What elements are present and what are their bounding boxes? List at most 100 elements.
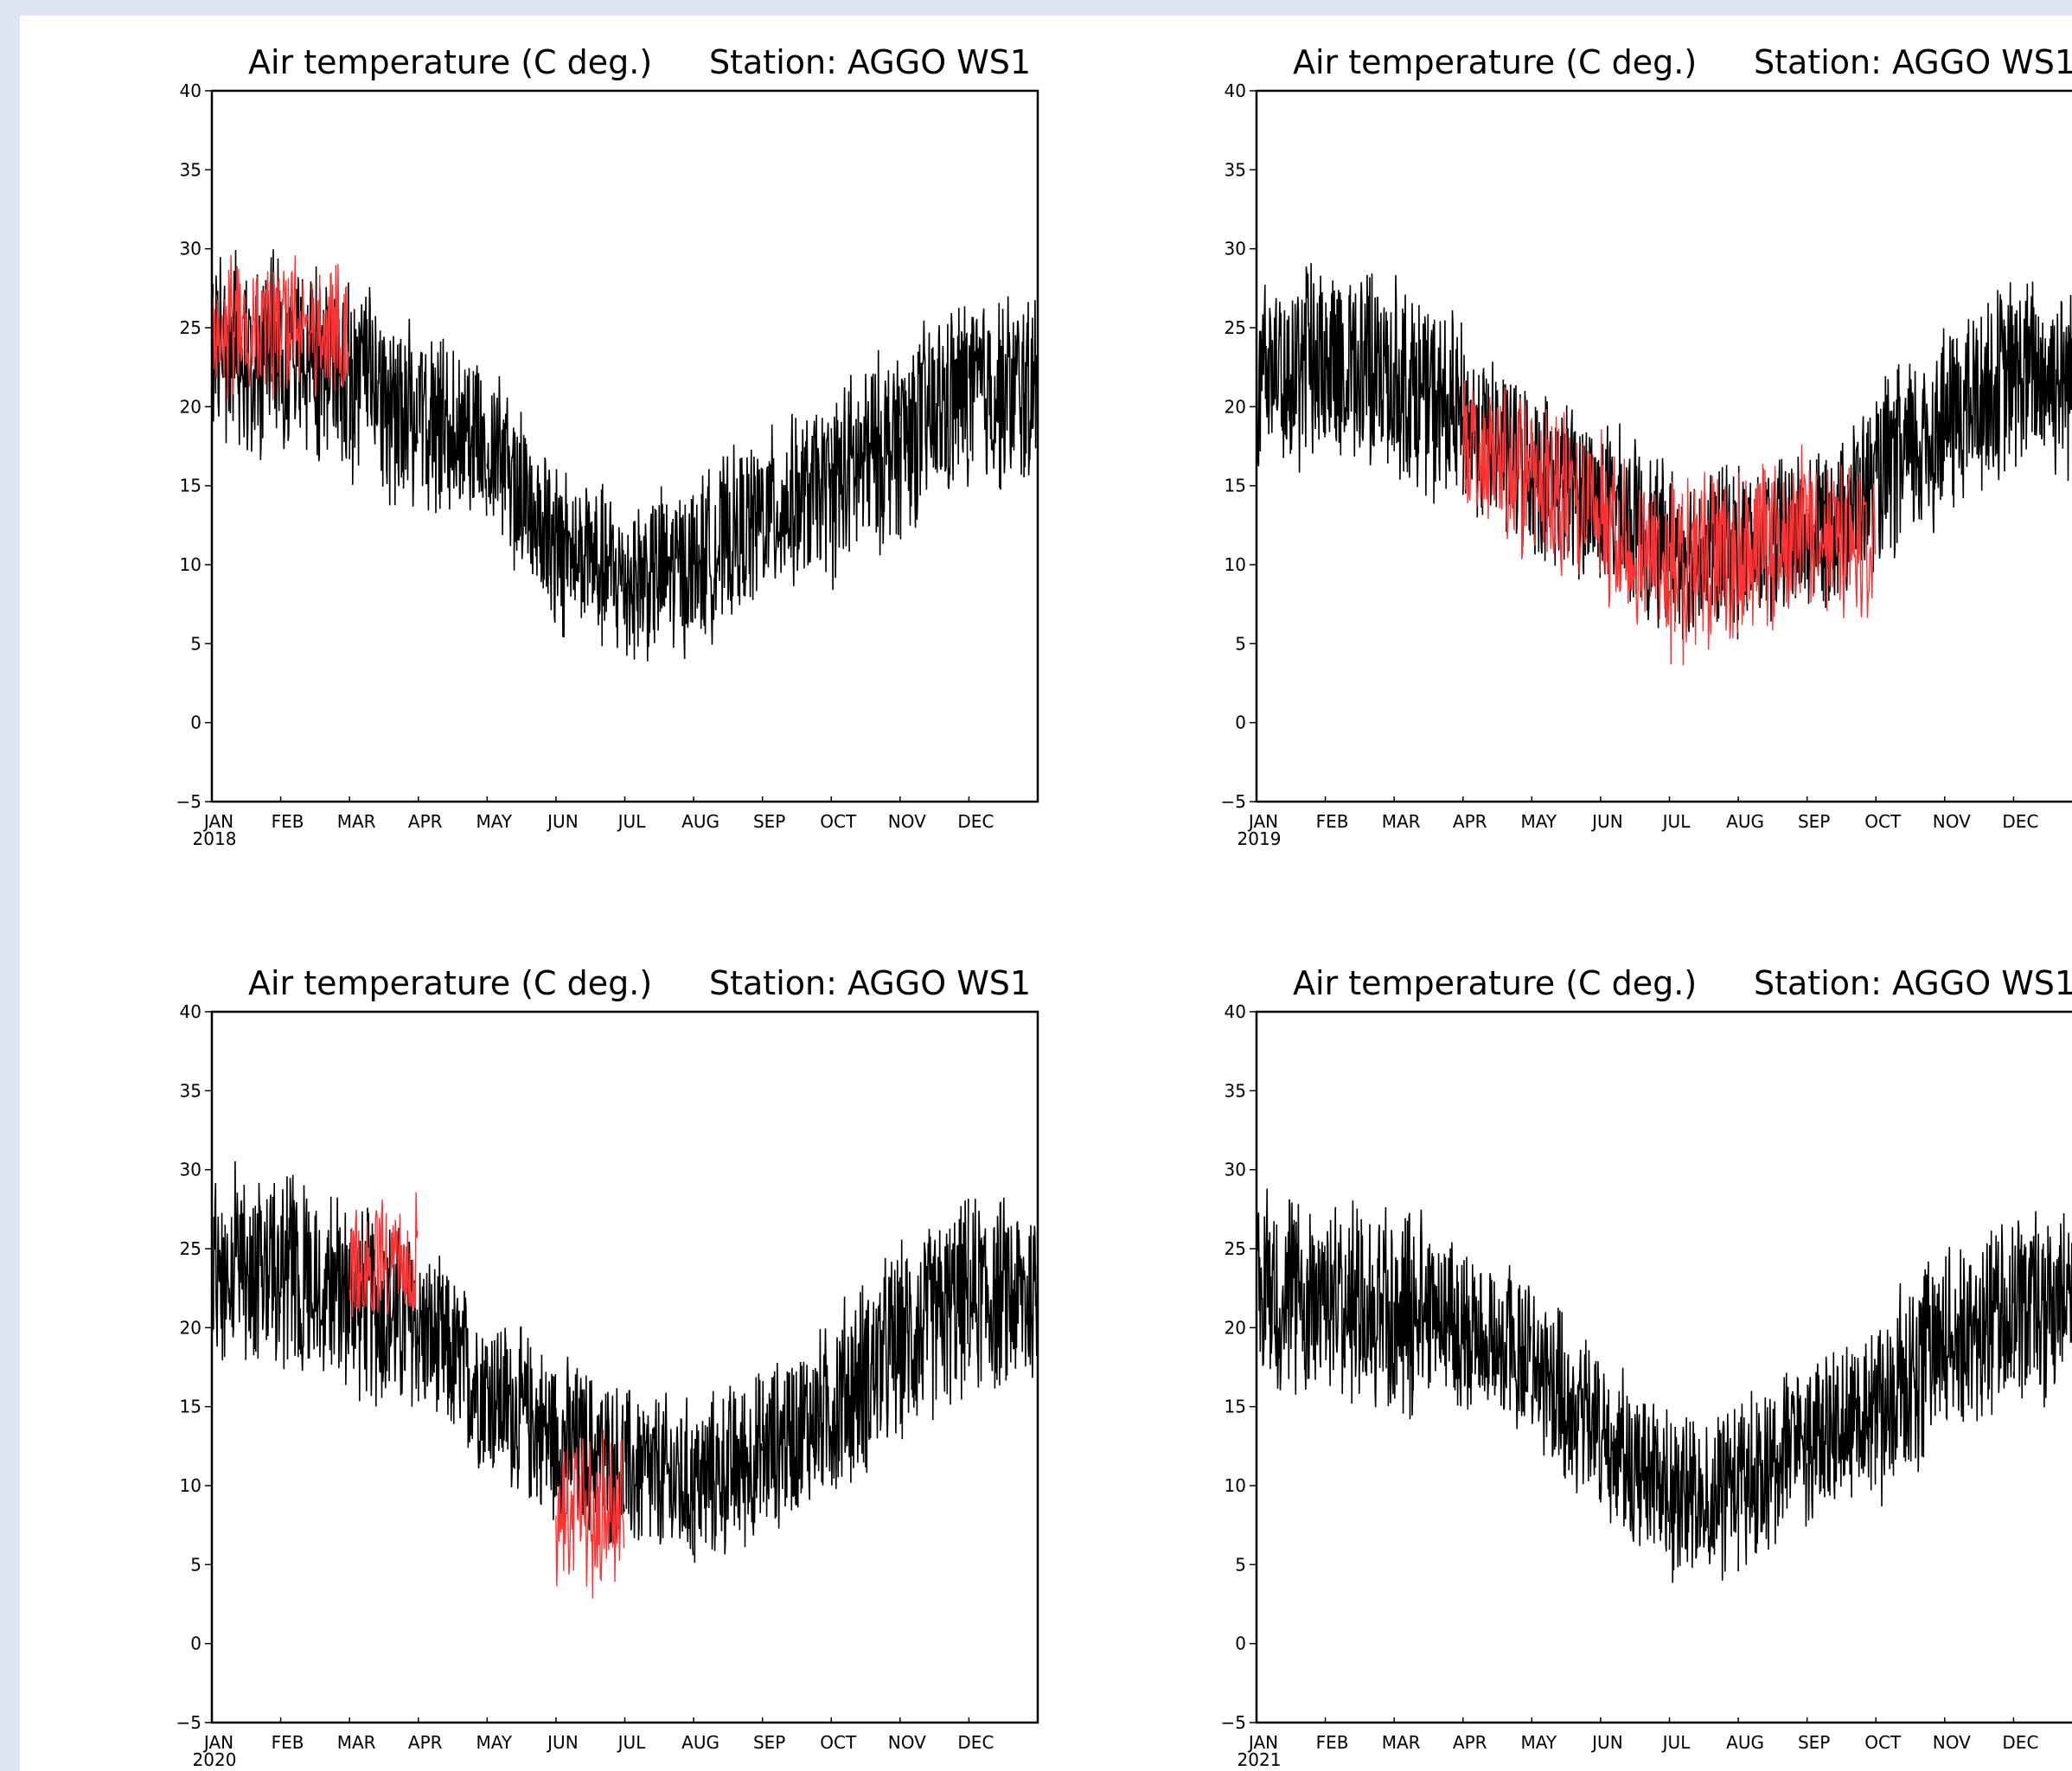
y-tick-label: 5 [190, 1554, 201, 1575]
station-label: Station: AGGO WS1 [709, 964, 1031, 1002]
plot-frame [1255, 1010, 2072, 1724]
trace-segment-sep [1807, 465, 1877, 618]
trace-segment-aug [693, 1373, 763, 1563]
month-label: MAY [1521, 811, 1557, 832]
station-label: Station: AGGO WS1 [1754, 964, 2072, 1002]
y-tick-label: 30 [180, 239, 201, 259]
month-label: JAN [1247, 811, 1278, 832]
y-tick-label: 15 [1225, 1397, 1246, 1417]
trace-segment-may [1531, 1295, 1602, 1499]
month-label: MAR [337, 1732, 376, 1753]
month-label: JUL [617, 1732, 647, 1753]
month-label: SEP [753, 1732, 785, 1753]
trace-segment-may [486, 375, 557, 623]
trace-segment-feb [279, 266, 350, 462]
month-label: FEB [1316, 1732, 1349, 1753]
year-label: 2019 [1237, 828, 1282, 849]
trace-segment-apr [1462, 380, 1532, 559]
trace-segment-feb [279, 255, 349, 397]
trace-segment-apr [418, 1256, 488, 1469]
trace-segment-jan [1256, 263, 1326, 473]
month-label: APR [408, 811, 443, 832]
y-tick-label: 10 [1225, 554, 1246, 575]
chart-grid: Air temperature (C deg.) Station: AGGO WS… [176, 43, 2072, 1770]
y-tick-label: 30 [180, 1160, 201, 1180]
trace-segment-sep [1806, 416, 1877, 609]
trace-segment-jan [211, 254, 281, 400]
month-label: SEP [1798, 811, 1830, 832]
y-tick-label: 25 [1225, 317, 1246, 338]
month-label: OCT [1864, 1732, 1902, 1753]
trace-segment-jul [624, 1390, 694, 1556]
trace-segment-jan [211, 1160, 281, 1361]
plot-frame [210, 1010, 1039, 1724]
trace-segment-jul [624, 486, 694, 662]
month-label: MAY [476, 811, 513, 832]
trace-segment-sep [761, 1328, 832, 1529]
month-label: JUL [617, 811, 647, 832]
y-tick-label: 25 [180, 317, 201, 338]
y-tick-label: −5 [176, 791, 201, 812]
station-label: Station: AGGO WS1 [709, 43, 1031, 81]
y-tick-label: 30 [1225, 1160, 1246, 1180]
y-tick-label: 35 [1225, 159, 1246, 180]
trace-segment-nov [1944, 282, 2014, 508]
trace-segment-jul [1668, 1409, 1739, 1583]
month-label: JUN [546, 1732, 579, 1753]
station-label: Station: AGGO WS1 [1754, 43, 2072, 81]
month-label: APR [408, 1732, 443, 1753]
trace-segment-aug [1737, 1372, 1807, 1572]
chart-title: Air temperature (C deg.) [248, 43, 652, 81]
y-tick-label: 40 [1225, 1001, 1246, 1022]
y-tick-label: 15 [180, 1397, 201, 1417]
trace-segment-dec [968, 1197, 1039, 1389]
trace-segment-jun [555, 1356, 625, 1548]
trace-segment-sep [1806, 1335, 1877, 1521]
trace-segment-dec [2012, 1211, 2072, 1408]
trace-segment-sep [761, 413, 832, 586]
trace-segment-aug [693, 444, 763, 645]
month-label: AUG [1726, 1732, 1764, 1753]
chart-panel-2020: Air temperature (C deg.) Station: AGGO WS… [176, 964, 1039, 1770]
month-label: AUG [681, 811, 719, 832]
chart-panel-2021: Air temperature (C deg.) Station: AGGO WS… [1221, 964, 2072, 1770]
year-label: 2018 [193, 828, 237, 849]
y-tick-label: 10 [180, 554, 201, 575]
y-tick-label: 40 [180, 1001, 201, 1022]
month-label: OCT [1864, 811, 1902, 832]
month-label: MAR [1382, 811, 1421, 832]
y-tick-label: 25 [180, 1238, 201, 1259]
month-label: NOV [1933, 1732, 1971, 1753]
trace-segment-oct [830, 1257, 900, 1489]
month-label: MAY [476, 1732, 513, 1753]
month-label: JUN [1590, 811, 1623, 832]
month-label: DEC [957, 811, 994, 832]
y-tick-label: 40 [1225, 80, 1246, 101]
trace-segment-jun [1600, 429, 1670, 628]
y-tick-label: −5 [1221, 1712, 1246, 1733]
y-tick-label: 5 [1235, 1554, 1246, 1575]
y-tick-label: 25 [1225, 1238, 1246, 1259]
plot-frame [210, 89, 1039, 803]
trace-segment-feb [1324, 1200, 1395, 1408]
trace-segment-oct [830, 349, 900, 591]
month-label: FEB [272, 1732, 304, 1753]
year-label: 2020 [193, 1749, 237, 1770]
month-label: SEP [1798, 1732, 1830, 1753]
y-tick-label: 35 [180, 159, 201, 180]
y-tick-label: 40 [180, 80, 201, 101]
month-label: AUG [681, 1732, 719, 1753]
month-label: DEC [2002, 1732, 2038, 1753]
month-label: JAN [202, 1732, 233, 1753]
y-tick-label: 0 [1235, 713, 1246, 733]
y-tick-label: 35 [1225, 1080, 1246, 1101]
figure-page: Air temperature (C deg.) Station: AGGO WS… [20, 16, 2072, 1771]
y-tick-label: 0 [190, 1634, 201, 1654]
y-tick-label: 20 [1225, 396, 1246, 417]
trace-segment-jun [555, 1429, 625, 1599]
trace-segment-may [1531, 408, 1601, 577]
month-label: AUG [1726, 811, 1764, 832]
trace-segment-nov [1944, 1224, 2014, 1423]
year-label: 2021 [1237, 1749, 1282, 1770]
y-tick-label: 5 [190, 633, 201, 654]
